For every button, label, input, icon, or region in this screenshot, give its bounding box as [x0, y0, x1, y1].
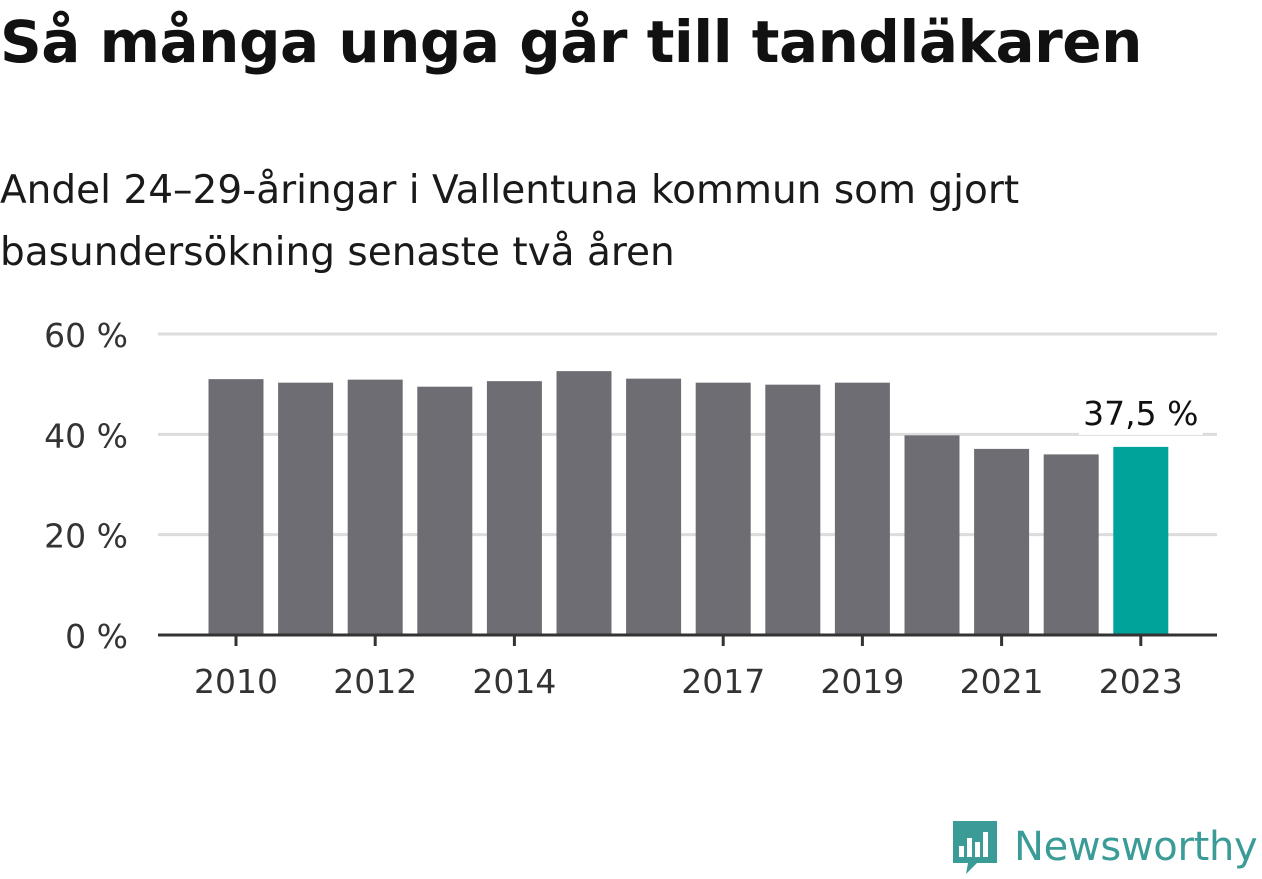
bars [208, 371, 1169, 635]
bar [556, 371, 612, 635]
bar [417, 386, 473, 635]
data-labels: 37,5 % [1078, 386, 1203, 435]
bar [278, 382, 334, 635]
chart-title: Så många unga går till tandläkaren [0, 8, 1142, 76]
x-tick-label: 2019 [820, 662, 904, 701]
bar-chart-speech-icon [953, 821, 997, 874]
bar [904, 435, 960, 635]
brand-logo: Newsworthy [950, 818, 1258, 876]
brand-name: Newsworthy [1014, 824, 1258, 870]
bar [974, 448, 1030, 635]
bar [834, 382, 890, 635]
x-tick-label: 2014 [472, 662, 556, 701]
x-tick-label: 2010 [194, 662, 278, 701]
bar [486, 381, 542, 635]
chart-subtitle: Andel 24–29-åringar i Vallentuna kommun … [0, 168, 1020, 275]
x-axis-ticks: 2010 2012 2014 2017 2019 2021 2023 [194, 635, 1183, 701]
y-tick-label: 60 % [44, 316, 128, 355]
y-tick-label: 40 % [44, 416, 128, 455]
bar [1043, 454, 1099, 635]
data-label: 37,5 % [1083, 394, 1198, 433]
x-tick-label: 2021 [960, 662, 1044, 701]
x-tick-label: 2023 [1099, 662, 1183, 701]
bar [208, 379, 264, 635]
bar-chart: 0 % 20 % 40 % 60 % 2010 2012 2014 2017 2019 2021… [44, 316, 1217, 701]
bar-highlight [1113, 446, 1169, 635]
bar [626, 378, 682, 635]
x-tick-label: 2017 [681, 662, 765, 701]
y-axis-ticks: 0 % 20 % 40 % 60 % [44, 316, 128, 656]
gridlines [158, 332, 1217, 537]
bar [347, 379, 403, 635]
y-tick-label: 0 % [65, 617, 128, 656]
bar [695, 382, 751, 635]
data-label-background [1078, 386, 1203, 435]
y-tick-label: 20 % [44, 517, 128, 556]
bar [765, 384, 821, 635]
x-tick-label: 2012 [333, 662, 417, 701]
